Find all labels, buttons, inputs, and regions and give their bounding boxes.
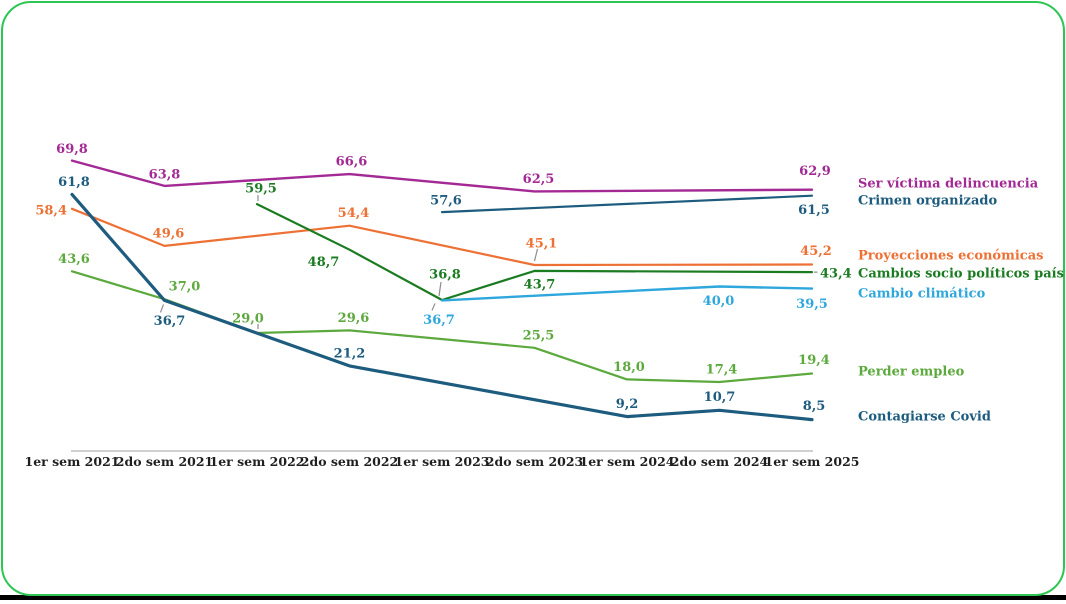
x-axis-label-2do-sem-2022: 2do sem 2022 <box>301 454 399 469</box>
value-label-perder-empleo-6: 18,0 <box>613 360 645 375</box>
line-cambio-climatico <box>440 285 814 302</box>
value-label-perder-empleo-7: 17,4 <box>706 362 738 377</box>
line-ser-victima-delincuencia <box>70 159 814 193</box>
value-label-perder-empleo-2: 29,0 <box>232 311 264 326</box>
value-label-proyecciones-economicas-3: 54,4 <box>338 206 370 221</box>
legend-perder-empleo: Perder empleo <box>858 365 965 380</box>
x-axis-label-2do-sem-2021: 2do sem 2021 <box>116 454 214 469</box>
value-label-cambio-climatico-7: 40,0 <box>703 294 735 309</box>
label-leader-line <box>159 304 165 313</box>
value-label-crimen-organizado-4: 57,6 <box>430 194 462 209</box>
label-leader-line <box>533 248 539 262</box>
value-label-proyecciones-economicas-5: 45,1 <box>526 236 558 251</box>
value-label-contagiarse-covid-8: 8,5 <box>803 399 826 414</box>
value-label-cambios-socio-politicos-pais-3: 48,7 <box>308 255 340 270</box>
legend-cambio-climatico: Cambio climático <box>858 287 986 302</box>
value-label-contagiarse-covid-0: 61,8 <box>58 175 90 190</box>
value-label-cambio-climatico-4: 36,7 <box>423 313 455 328</box>
value-label-ser-victima-delincuencia-1: 63,8 <box>149 167 181 182</box>
value-label-perder-empleo-1: 37,0 <box>169 280 201 295</box>
legend-crimen-organizado: Crimen organizado <box>858 194 997 209</box>
x-axis-label-1er-sem-2022: 1er sem 2022 <box>210 454 305 469</box>
value-label-contagiarse-covid-6: 9,2 <box>616 397 639 412</box>
value-label-cambios-socio-politicos-pais-2: 59,5 <box>245 182 277 197</box>
value-label-contagiarse-covid-7: 10,7 <box>704 390 736 405</box>
value-label-proyecciones-economicas-8: 45,2 <box>800 244 832 259</box>
line-proyecciones-economicas <box>70 207 814 267</box>
x-axis-label-2do-sem-2024: 2do sem 2024 <box>671 454 769 469</box>
line-crimen-organizado <box>440 194 814 214</box>
line-contagiarse-covid <box>70 192 814 422</box>
value-label-cambio-climatico-8: 39,5 <box>796 297 828 312</box>
label-leader-line <box>438 281 442 297</box>
value-label-perder-empleo-5: 25,5 <box>523 328 555 343</box>
value-label-perder-empleo-8: 19,4 <box>798 353 830 368</box>
value-label-perder-empleo-3: 29,6 <box>338 311 370 326</box>
value-label-crimen-organizado-8: 61,5 <box>798 203 830 218</box>
x-axis-label-1er-sem-2021: 1er sem 2021 <box>25 454 120 469</box>
value-label-proyecciones-economicas-1: 49,6 <box>153 226 185 241</box>
value-label-ser-victima-delincuencia-8: 62,9 <box>799 164 831 179</box>
value-label-perder-empleo-0: 43,6 <box>58 252 90 267</box>
value-label-proyecciones-economicas-0: 58,4 <box>35 203 67 218</box>
value-label-cambios-socio-politicos-pais-8: 43,4 <box>820 267 852 282</box>
legend-contagiarse-covid: Contagiarse Covid <box>858 410 991 425</box>
value-label-ser-victima-delincuencia-0: 69,8 <box>56 142 88 157</box>
value-label-cambios-socio-politicos-pais-4: 36,8 <box>429 268 461 283</box>
value-label-contagiarse-covid-1: 36,7 <box>154 314 186 329</box>
x-axis-label-2do-sem-2023: 2do sem 2023 <box>486 454 584 469</box>
value-label-cambios-socio-politicos-pais-5: 43,7 <box>524 277 556 292</box>
value-label-ser-victima-delincuencia-5: 62,5 <box>523 172 555 187</box>
legend-ser-victima-delincuencia: Ser víctima delincuencia <box>858 177 1039 192</box>
value-label-ser-victima-delincuencia-3: 66,6 <box>336 155 368 170</box>
label-leader-line <box>431 303 436 311</box>
x-axis-label-1er-sem-2023: 1er sem 2023 <box>395 454 490 469</box>
x-axis-label-1er-sem-2024: 1er sem 2024 <box>580 454 675 469</box>
legend-proyecciones-economicas: Proyecciones económicas <box>858 249 1043 264</box>
value-label-contagiarse-covid-3: 21,2 <box>334 346 366 361</box>
x-axis-label-1er-sem-2025: 1er sem 2025 <box>765 454 860 469</box>
legend-cambios-socio-politicos-pais: Cambios socio políticos país <box>858 267 1064 282</box>
window-bottom-edge <box>0 595 1066 600</box>
